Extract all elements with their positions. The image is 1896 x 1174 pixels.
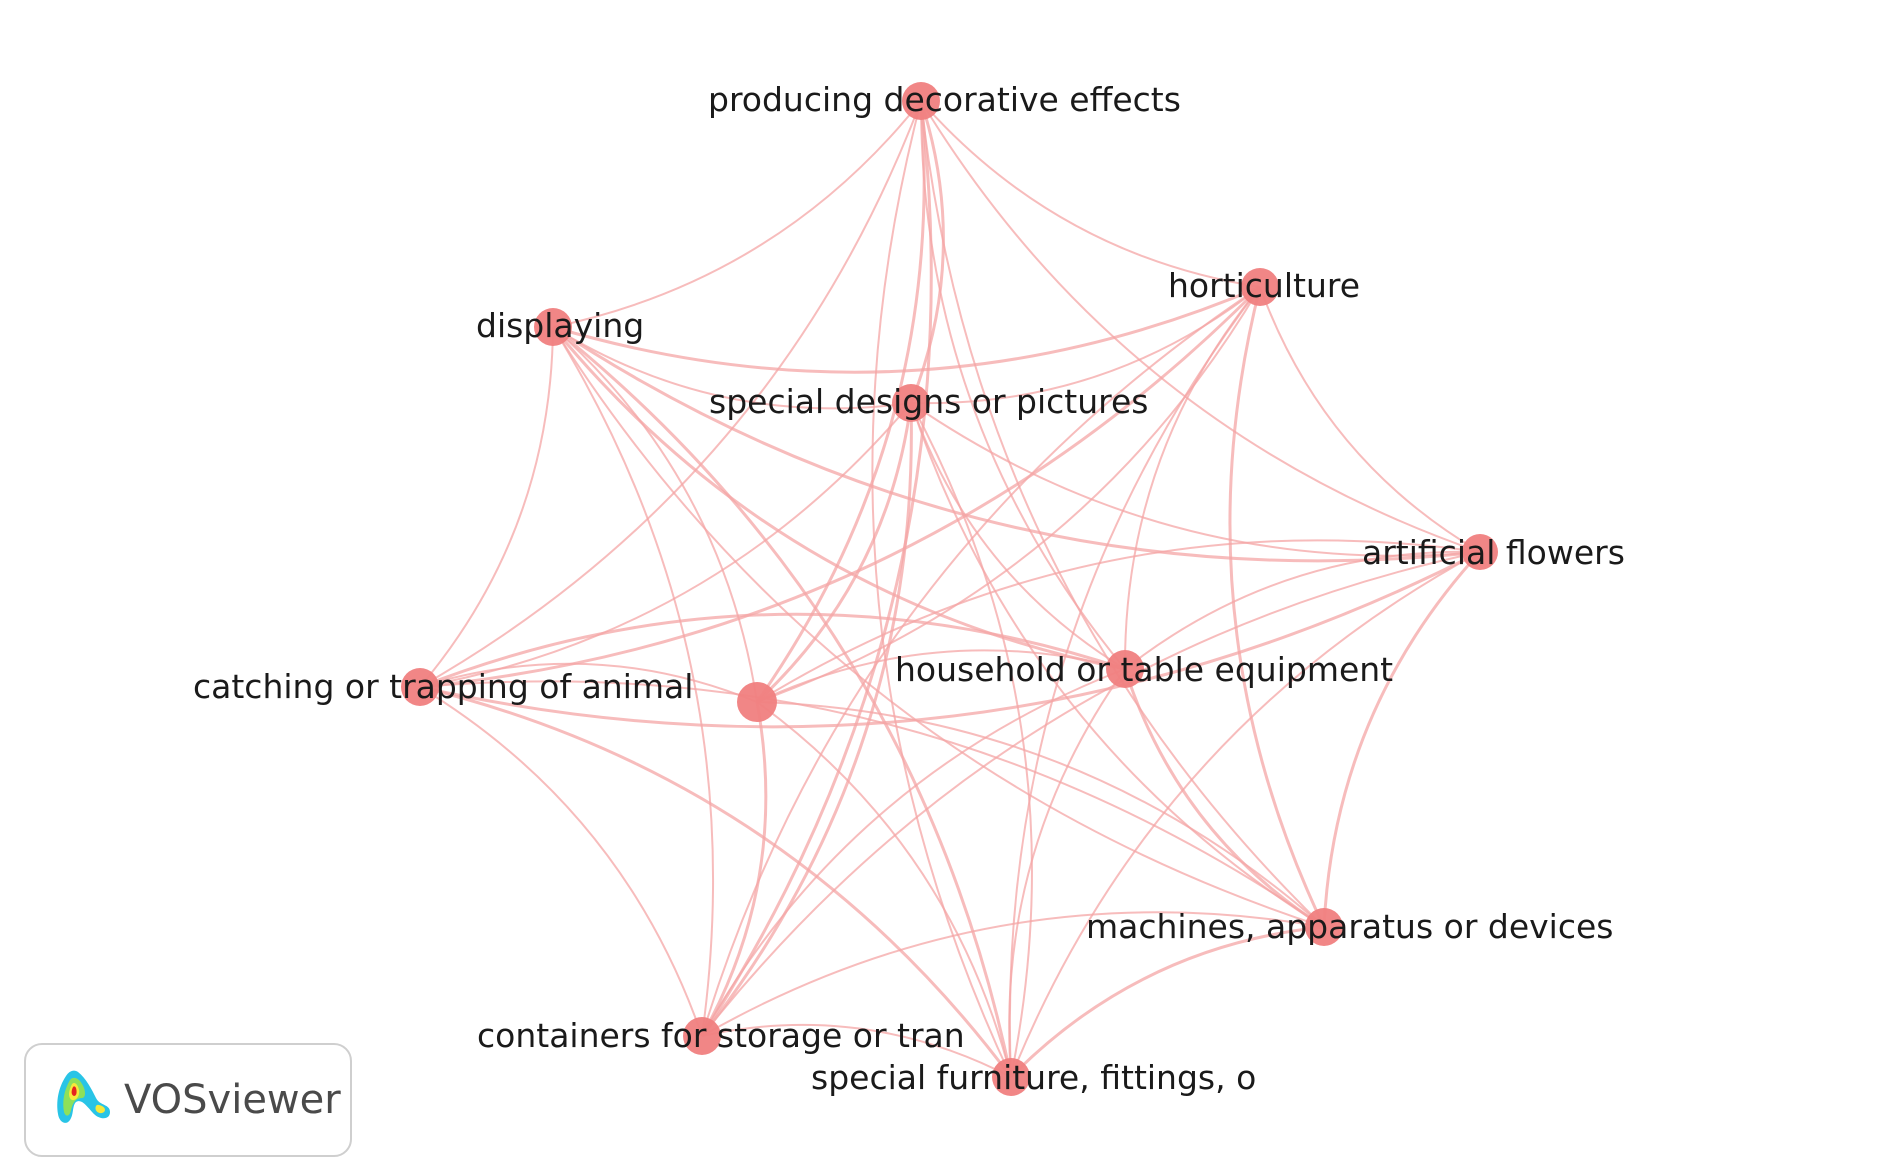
- link-machines-containers: [701, 911, 1325, 1037]
- link-artificial_flowers-special_furniture: [1010, 551, 1481, 1078]
- link-horticulture-displaying: [552, 285, 1261, 374]
- vosviewer-logo-icon: [57, 1070, 110, 1123]
- node-household[interactable]: [1106, 650, 1144, 688]
- link-displaying-unlabeled: [552, 326, 758, 703]
- link-artificial_flowers-machines: [1322, 550, 1482, 928]
- link-producing-containers: [700, 100, 933, 1037]
- node-layer: [401, 82, 1498, 1096]
- link-displaying-special_furniture: [552, 325, 1013, 1078]
- link-displaying-containers: [552, 326, 715, 1037]
- link-household-special_furniture: [1008, 668, 1126, 1078]
- link-producing-special_furniture: [871, 100, 1012, 1078]
- node-label-catching[interactable]: catching or trapping of animal: [193, 667, 693, 706]
- node-label-horticulture[interactable]: horticulture: [1168, 266, 1360, 305]
- link-producing-unlabeled: [755, 100, 926, 703]
- link-artificial_flowers-unlabeled: [756, 539, 1481, 703]
- link-horticulture-artificial_flowers: [1259, 286, 1481, 553]
- link-producing-artificial_flowers: [920, 100, 1481, 553]
- node-label-household[interactable]: household or table equipment: [895, 650, 1393, 689]
- link-artificial_flowers-containers: [701, 551, 1481, 1037]
- node-artificial_flowers[interactable]: [1462, 534, 1498, 570]
- link-special_designs-machines: [910, 402, 1325, 928]
- link-household-machines: [1123, 668, 1325, 929]
- link-catching-household: [419, 612, 1126, 689]
- link-producing-machines: [920, 100, 1325, 928]
- link-artificial_flowers-household: [1124, 550, 1481, 670]
- node-label-special_designs[interactable]: special designs or pictures: [709, 382, 1149, 421]
- link-special_designs-containers: [700, 402, 913, 1037]
- vosviewer-logo: VOSviewer: [24, 1043, 352, 1157]
- node-label-special_furniture[interactable]: special furniture, fittings, o: [811, 1058, 1256, 1097]
- link-displaying-special_designs: [552, 326, 912, 410]
- link-containers-special_furniture: [701, 1023, 1012, 1078]
- link-unlabeled-special_furniture: [756, 701, 1012, 1078]
- link-unlabeled-machines: [756, 701, 1325, 928]
- link-producing-displaying: [552, 100, 922, 328]
- link-catching-containers: [419, 686, 703, 1037]
- node-special_designs[interactable]: [892, 384, 930, 422]
- link-producing-horticulture: [920, 100, 1261, 288]
- link-producing-catching: [419, 100, 922, 688]
- link-unlabeled-containers: [700, 701, 768, 1037]
- link-horticulture-catching: [419, 285, 1262, 689]
- link-horticulture-household: [1123, 286, 1261, 670]
- label-layer: producing decorative effects horticulture…: [193, 80, 1625, 1097]
- link-unlabeled-household: [756, 649, 1126, 703]
- link-horticulture-machines: [1228, 286, 1326, 928]
- node-label-displaying[interactable]: displaying: [476, 306, 644, 345]
- link-displaying-artificial_flowers: [552, 325, 1481, 563]
- node-producing[interactable]: [902, 82, 940, 120]
- vosviewer-logo-text: VOSviewer: [124, 1077, 341, 1123]
- link-special_designs-unlabeled: [755, 402, 913, 704]
- link-displaying-machines: [552, 326, 1325, 928]
- node-machines[interactable]: [1305, 908, 1343, 946]
- link-displaying-catching: [419, 326, 554, 688]
- link-horticulture-special_furniture: [1008, 286, 1261, 1078]
- link-horticulture-containers: [701, 286, 1261, 1037]
- node-label-artificial_flowers[interactable]: artificial flowers: [1362, 533, 1625, 572]
- node-label-machines[interactable]: machines, apparatus or devices: [1086, 907, 1613, 946]
- link-machines-special_furniture: [1009, 925, 1325, 1079]
- node-catching[interactable]: [401, 668, 439, 706]
- link-producing-special_designs: [909, 100, 945, 404]
- link-horticulture-special_designs: [910, 286, 1261, 405]
- node-horticulture[interactable]: [1241, 268, 1279, 306]
- link-household-containers: [701, 668, 1126, 1037]
- node-displaying[interactable]: [534, 308, 572, 346]
- link-artificial_flowers-catching: [419, 550, 1481, 729]
- node-label-producing[interactable]: producing decorative effects: [708, 80, 1181, 119]
- node-unlabeled[interactable]: [737, 682, 777, 722]
- node-label-containers[interactable]: containers for storage or tran: [477, 1016, 965, 1055]
- node-special_furniture[interactable]: [992, 1058, 1030, 1096]
- link-special_designs-household: [910, 402, 1126, 670]
- link-special_designs-special_furniture: [910, 402, 1033, 1078]
- link-catching-special_furniture: [419, 685, 1013, 1078]
- link-layer: [419, 100, 1482, 1079]
- link-catching-unlabeled: [419, 662, 758, 703]
- node-containers[interactable]: [683, 1017, 721, 1055]
- link-catching-machines: [419, 680, 1325, 928]
